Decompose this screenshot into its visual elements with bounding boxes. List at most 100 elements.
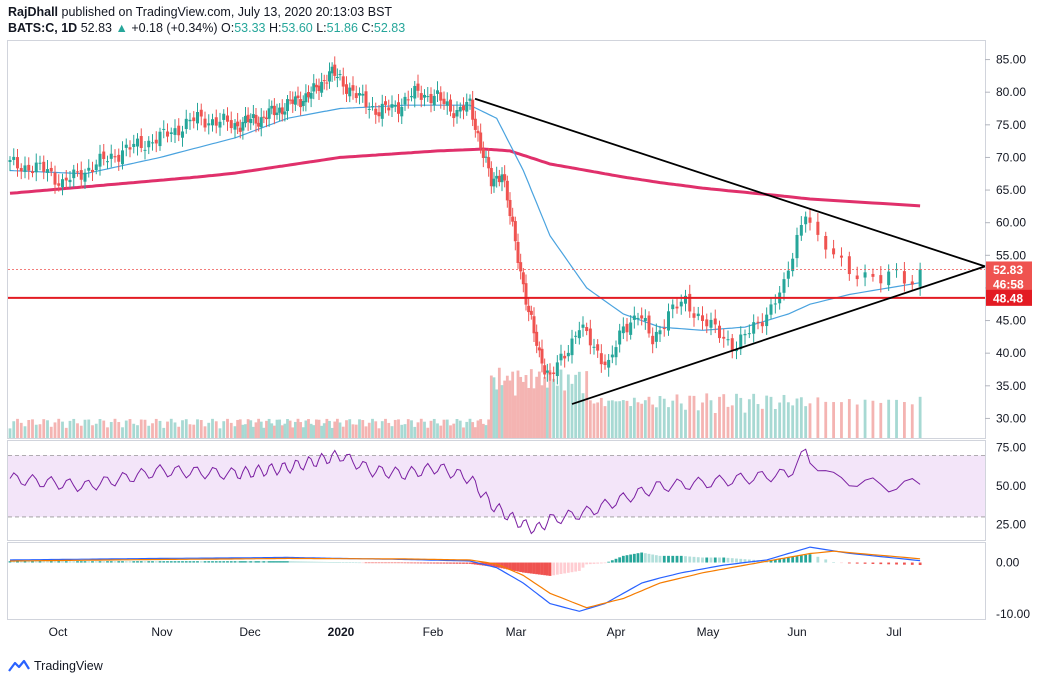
macd-hist-121 xyxy=(406,562,410,564)
candle-body-184 xyxy=(599,353,603,365)
macd-hist-63 xyxy=(241,561,245,563)
macd-hist-218 xyxy=(735,558,738,563)
candle-body-144 xyxy=(479,132,483,149)
volume-bar-244 xyxy=(879,402,883,438)
volume-bar-28 xyxy=(113,418,117,438)
ascending-trendline xyxy=(571,265,986,405)
candle-body-194 xyxy=(636,317,640,319)
macd-hist-237 xyxy=(824,559,828,563)
volume-bar-22 xyxy=(91,425,94,438)
candle-body-62 xyxy=(238,127,242,132)
time-tick-label-4: Feb xyxy=(423,625,444,639)
macd-hist-30 xyxy=(121,561,124,563)
time-tick-label-3: 2020 xyxy=(328,625,355,639)
candle-body-66 xyxy=(249,118,253,124)
volume-bar-49 xyxy=(192,424,196,438)
volume-bar-80 xyxy=(286,419,289,438)
macd-hist-184 xyxy=(599,562,603,564)
volume-bar-0 xyxy=(8,428,12,438)
candle-body-167 xyxy=(540,348,544,364)
candle-body-64 xyxy=(244,115,247,124)
macd-hist-31 xyxy=(124,561,128,563)
candle-body-74 xyxy=(270,105,274,109)
volume-bar-2 xyxy=(16,418,19,438)
macd-hist-229 xyxy=(782,558,786,563)
volume-bar-102 xyxy=(345,420,348,438)
macd-hist-153 xyxy=(503,562,507,569)
candle-body-52 xyxy=(203,118,207,128)
volume-bar-185 xyxy=(603,406,607,438)
macd-hist-6 xyxy=(31,561,34,563)
macd-hist-18 xyxy=(76,561,79,563)
volume-bar-114 xyxy=(384,418,387,438)
volume-bar-142 xyxy=(473,427,477,438)
macd-hist-138 xyxy=(462,562,465,564)
volume-bar-91 xyxy=(314,419,318,438)
signal-line xyxy=(10,550,921,609)
candle-body-37 xyxy=(147,140,151,148)
macd-hist-157 xyxy=(513,562,517,571)
macd-hist-141 xyxy=(471,562,475,565)
volume-bar-187 xyxy=(610,400,614,438)
candle-body-119 xyxy=(400,106,404,117)
candle-body-109 xyxy=(367,108,371,110)
volume-bar-158 xyxy=(516,370,520,438)
macd-hist-164 xyxy=(532,562,536,574)
candle-body-12 xyxy=(53,172,57,185)
macd-hist-39 xyxy=(154,561,158,563)
candle-body-58 xyxy=(226,115,229,122)
candle-body-174 xyxy=(563,355,567,359)
candle-body-49 xyxy=(192,117,196,122)
candle-body-108 xyxy=(364,91,368,108)
macd-hist-50 xyxy=(196,561,199,563)
macd-hist-159 xyxy=(519,562,523,573)
time-tick-label-7: May xyxy=(697,625,720,639)
macd-hist-107 xyxy=(361,562,365,564)
volume-bar-229 xyxy=(782,394,786,438)
low-value: 51.86 xyxy=(326,21,358,35)
macd-hist-99 xyxy=(335,562,339,563)
candle-body-99 xyxy=(335,76,339,79)
volume-bar-197 xyxy=(647,396,651,438)
volume-bar-245 xyxy=(887,399,891,438)
macd-hist-171 xyxy=(552,562,556,576)
macd-hist-75 xyxy=(272,561,276,563)
chart-header: RajDhall published on TradingView.com, J… xyxy=(8,4,405,36)
macd-pane-border xyxy=(7,542,986,620)
publisher-name[interactable]: RajDhall xyxy=(8,5,59,19)
brand-label[interactable]: TradingView xyxy=(34,659,103,673)
candle-body-85 xyxy=(299,99,303,108)
candle-body-249 xyxy=(918,269,922,287)
volume-bar-69 xyxy=(257,418,261,438)
macd-hist-249 xyxy=(918,562,922,566)
volume-bar-212 xyxy=(709,400,713,438)
volume-bar-72 xyxy=(265,420,268,438)
candle-body-39 xyxy=(154,139,158,144)
macd-hist-60 xyxy=(233,561,237,563)
candle-body-247 xyxy=(902,271,906,284)
macd-hist-102 xyxy=(345,562,348,563)
volume-bar-45 xyxy=(177,426,181,438)
candle-body-160 xyxy=(521,272,525,285)
candle-body-67 xyxy=(251,114,255,119)
candle-body-59 xyxy=(229,120,233,129)
macd-hist-231 xyxy=(791,556,795,563)
volume-bar-236 xyxy=(816,397,820,438)
macd-hist-87 xyxy=(304,561,308,563)
candle-body-192 xyxy=(629,322,633,335)
time-tick-label-6: Apr xyxy=(607,625,626,639)
candle-body-105 xyxy=(354,93,358,99)
candle-body-189 xyxy=(618,330,622,345)
volume-bar-162 xyxy=(527,387,531,438)
candle-body-238 xyxy=(832,248,836,255)
candle-body-193 xyxy=(632,315,636,320)
macd-hist-90 xyxy=(312,561,316,563)
up-arrow-icon: ▲ xyxy=(115,21,128,35)
macd-hist-233 xyxy=(799,555,803,563)
macd-hist-3 xyxy=(19,561,23,563)
candle-body-89 xyxy=(309,92,313,99)
candle-body-48 xyxy=(188,119,192,122)
candle-body-57 xyxy=(222,113,226,120)
